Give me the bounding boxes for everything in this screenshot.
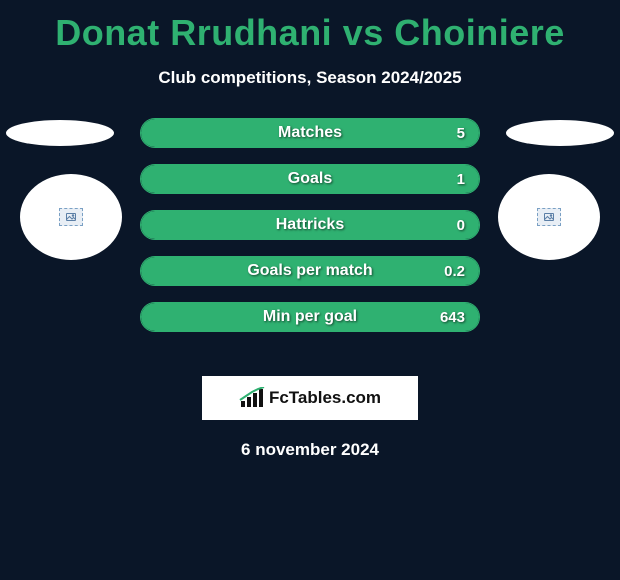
fctables-chart-icon: [239, 387, 265, 409]
stat-label: Matches: [278, 124, 342, 142]
image-placeholder-icon: [543, 211, 555, 223]
comparison-content: Matches 5 Goals 1 Hattricks 0 Goals per …: [0, 118, 620, 358]
right-player-badge: [498, 174, 600, 260]
stat-label: Hattricks: [276, 216, 344, 234]
stat-bars: Matches 5 Goals 1 Hattricks 0 Goals per …: [140, 118, 480, 348]
stat-bar: Goals per match 0.2: [140, 256, 480, 286]
stat-value: 0.2: [444, 263, 465, 280]
stat-value: 1: [457, 171, 465, 188]
logo-text: FcTables.com: [269, 388, 381, 408]
logo: FcTables.com: [239, 387, 381, 409]
title-vs: vs: [343, 12, 384, 53]
subtitle: Club competitions, Season 2024/2025: [0, 68, 620, 88]
left-flag-placeholder: [59, 208, 83, 226]
stat-label: Min per goal: [263, 308, 357, 326]
player1-name: Donat Rrudhani: [55, 12, 332, 53]
image-placeholder-icon: [65, 211, 77, 223]
stat-label: Goals per match: [247, 262, 372, 280]
comparison-title: Donat Rrudhani vs Choiniere: [0, 0, 620, 54]
stat-bar: Hattricks 0: [140, 210, 480, 240]
player2-name: Choiniere: [394, 12, 565, 53]
left-player-badge: [20, 174, 122, 260]
stat-bar: Matches 5: [140, 118, 480, 148]
left-ellipse-decoration: [6, 120, 114, 146]
right-flag-placeholder: [537, 208, 561, 226]
stat-label: Goals: [288, 170, 332, 188]
date-text: 6 november 2024: [0, 440, 620, 460]
stat-value: 0: [457, 217, 465, 234]
stat-value: 5: [457, 125, 465, 142]
stat-value: 643: [440, 309, 465, 326]
stat-bar: Goals 1: [140, 164, 480, 194]
right-ellipse-decoration: [506, 120, 614, 146]
stat-bar: Min per goal 643: [140, 302, 480, 332]
logo-box: FcTables.com: [202, 376, 418, 420]
